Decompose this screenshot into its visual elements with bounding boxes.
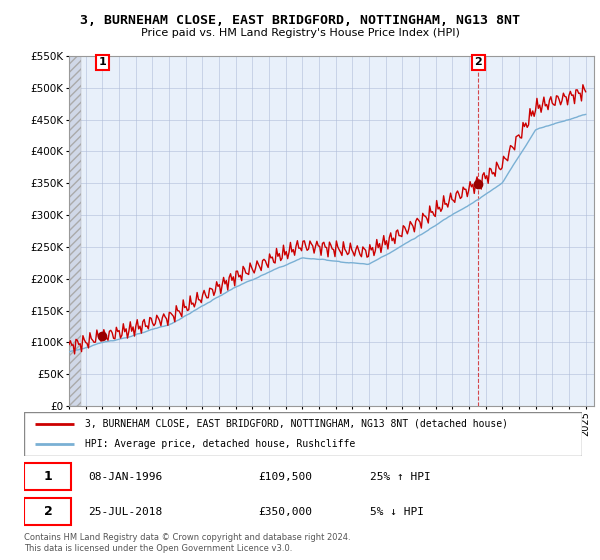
Text: Price paid vs. HM Land Registry's House Price Index (HPI): Price paid vs. HM Land Registry's House …	[140, 28, 460, 38]
Bar	[69, 56, 80, 406]
Text: 2: 2	[475, 57, 482, 67]
Text: 5% ↓ HPI: 5% ↓ HPI	[370, 507, 424, 517]
Text: 25% ↑ HPI: 25% ↑ HPI	[370, 472, 431, 482]
Text: 08-JAN-1996: 08-JAN-1996	[88, 472, 163, 482]
Text: 1: 1	[98, 57, 106, 67]
Text: 1: 1	[44, 470, 52, 483]
Text: HPI: Average price, detached house, Rushcliffe: HPI: Average price, detached house, Rush…	[85, 439, 356, 449]
FancyBboxPatch shape	[24, 498, 71, 525]
Text: 2: 2	[44, 505, 52, 518]
Text: Contains HM Land Registry data © Crown copyright and database right 2024.
This d: Contains HM Land Registry data © Crown c…	[24, 533, 350, 553]
FancyBboxPatch shape	[24, 413, 582, 455]
FancyBboxPatch shape	[24, 464, 71, 490]
Text: 3, BURNEHAM CLOSE, EAST BRIDGFORD, NOTTINGHAM, NG13 8NT (detached house): 3, BURNEHAM CLOSE, EAST BRIDGFORD, NOTTI…	[85, 419, 508, 429]
Text: 3, BURNEHAM CLOSE, EAST BRIDGFORD, NOTTINGHAM, NG13 8NT: 3, BURNEHAM CLOSE, EAST BRIDGFORD, NOTTI…	[80, 14, 520, 27]
Text: £350,000: £350,000	[259, 507, 313, 517]
Text: 25-JUL-2018: 25-JUL-2018	[88, 507, 163, 517]
Text: £109,500: £109,500	[259, 472, 313, 482]
